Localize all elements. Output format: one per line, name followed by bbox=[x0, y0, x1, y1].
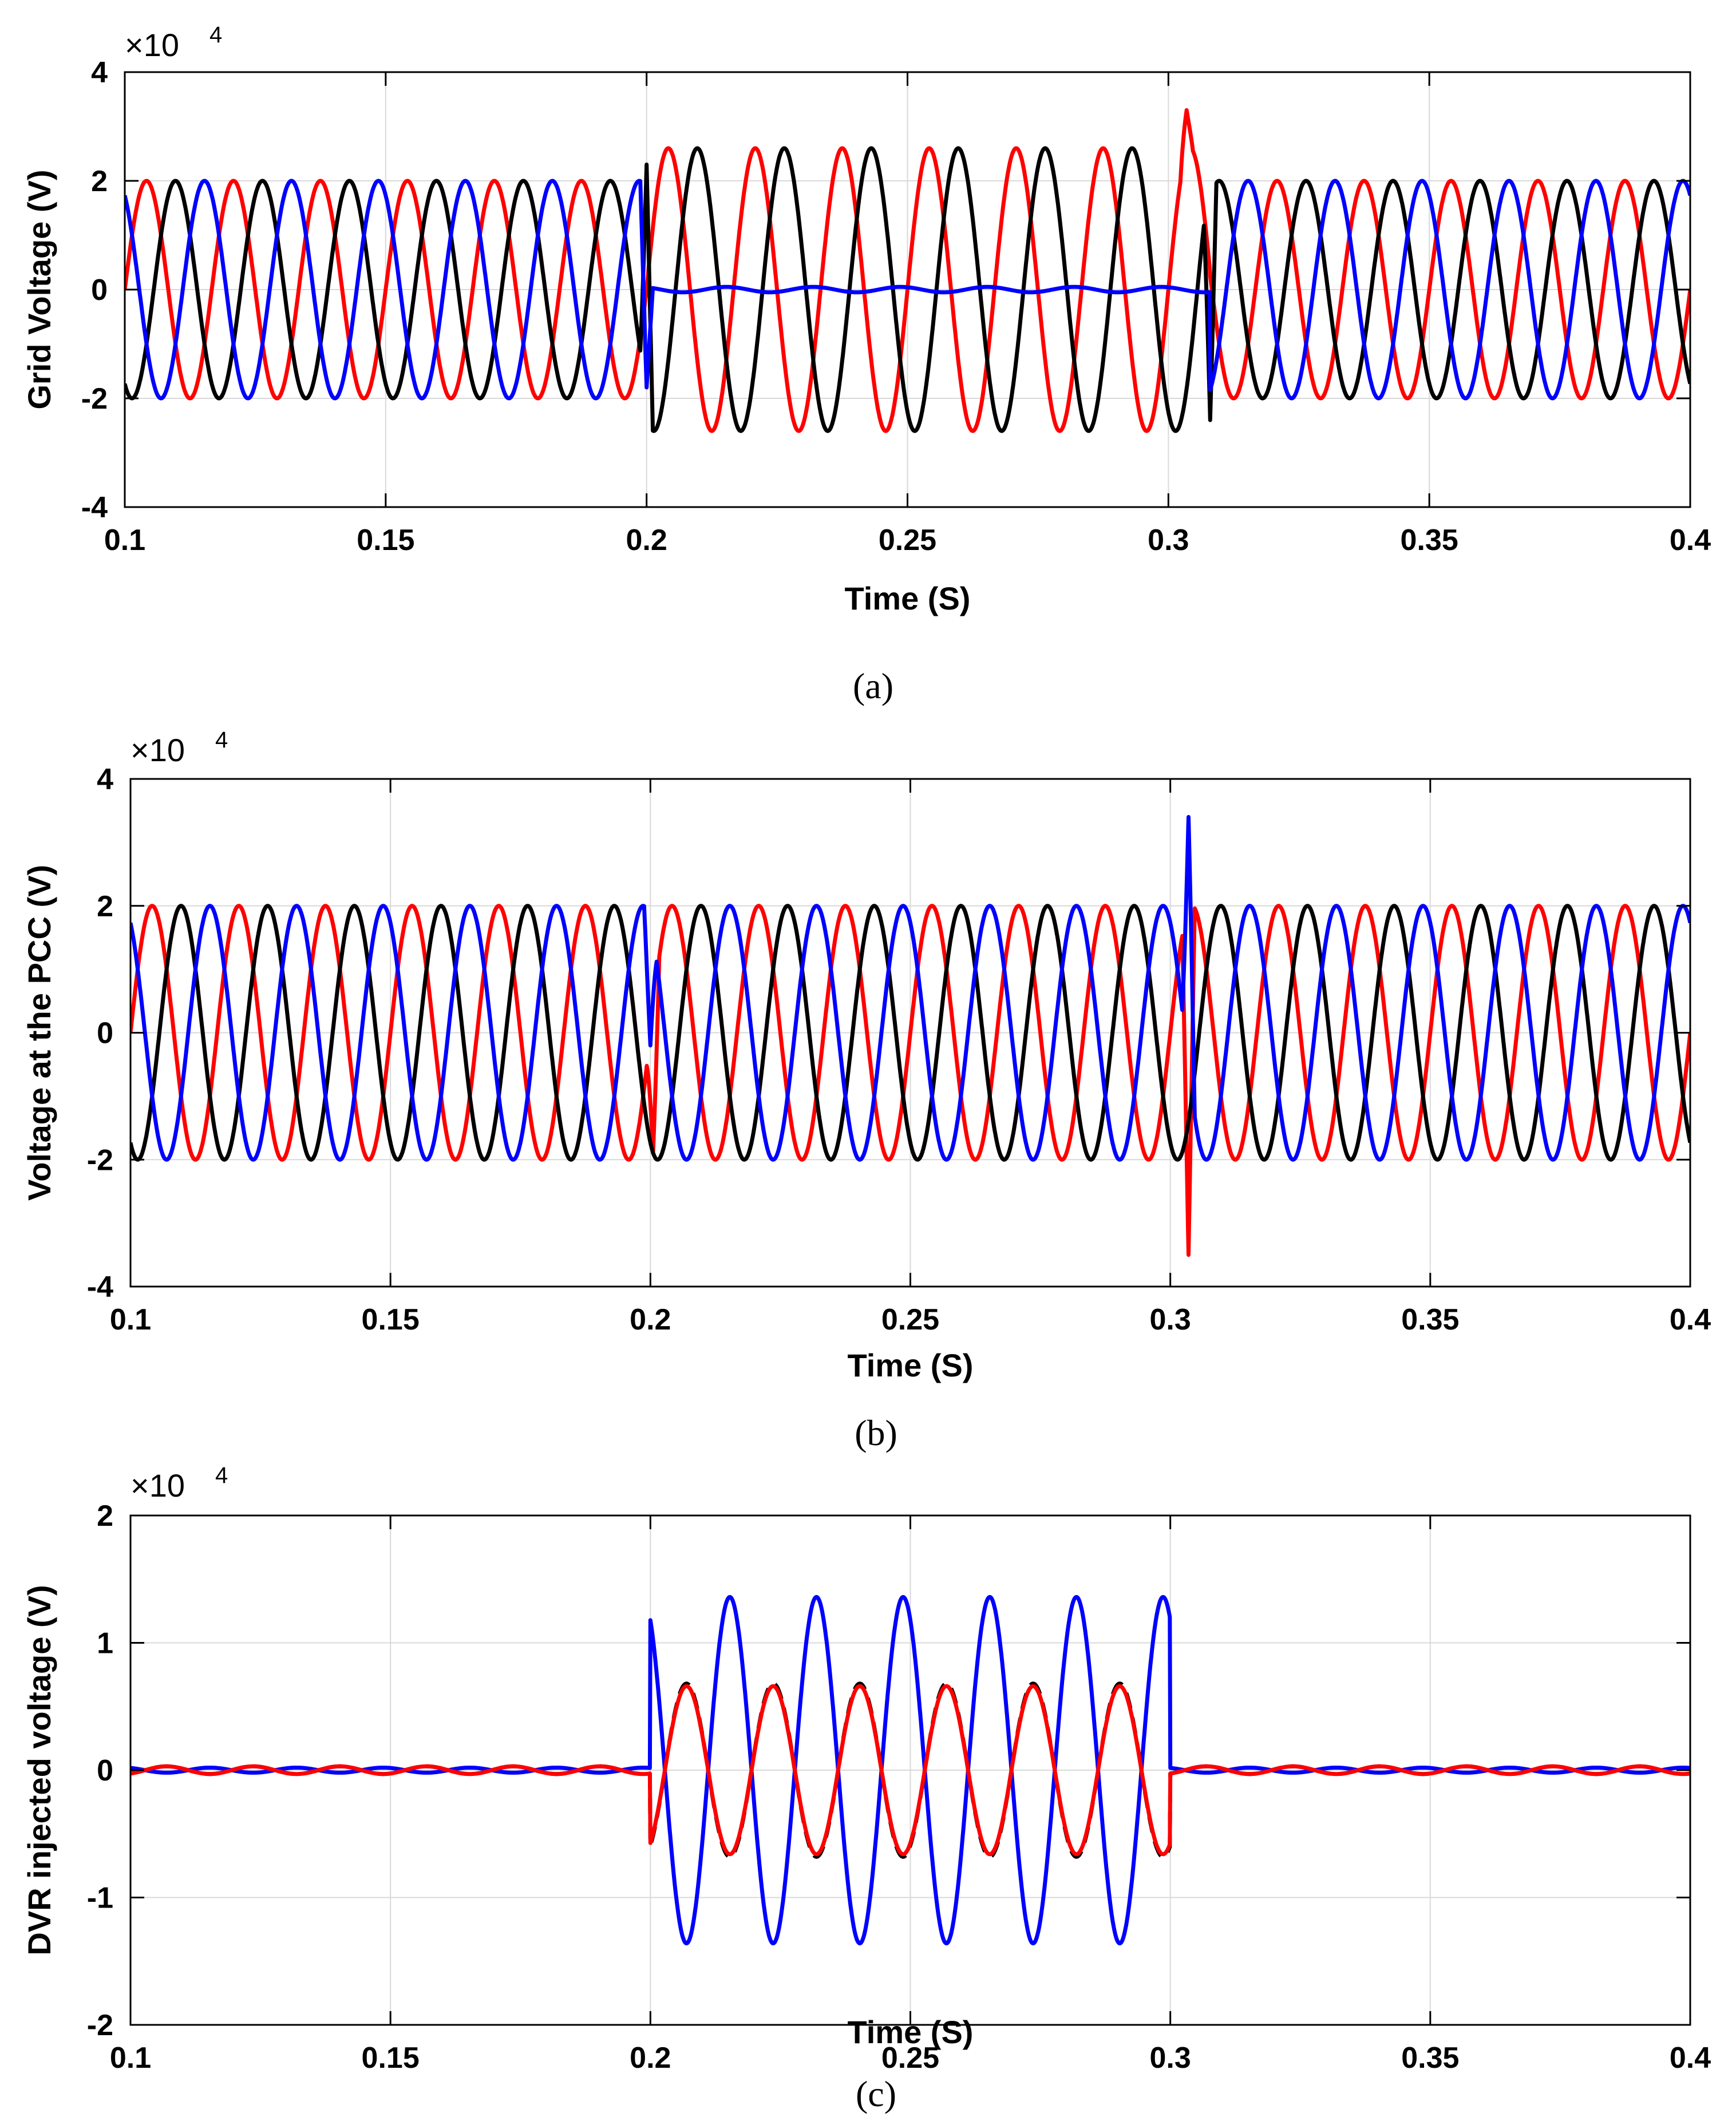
y-tick-label: 2 bbox=[91, 165, 108, 198]
y-tick-label: 1 bbox=[97, 1627, 113, 1660]
x-tick-label: 0.25 bbox=[881, 1303, 939, 1336]
x-tick-label: 0.15 bbox=[362, 1303, 420, 1336]
y-tick-label: 0 bbox=[97, 1017, 113, 1050]
chart-c: 0.1 0.15 0.2 0.25 0.3 0.35 0.4 -2 -1 0 1 2 ×10 4 Time … bbox=[21, 1463, 1711, 2114]
x-tick-label: 0.35 bbox=[1401, 1303, 1459, 1336]
y-multiplier-exponent: 4 bbox=[215, 727, 228, 753]
y-tick-label: 2 bbox=[97, 1499, 113, 1533]
series-line-phase-b bbox=[125, 146, 1690, 433]
y-multiplier: ×10 bbox=[131, 732, 185, 768]
x-tick-label: 0.2 bbox=[630, 1303, 671, 1336]
y-multiplier: ×10 bbox=[131, 1467, 185, 1503]
x-tick-label: 0.1 bbox=[104, 524, 145, 557]
x-tick-label: 0.4 bbox=[1670, 2041, 1711, 2075]
y-tick-label: 0 bbox=[97, 1754, 113, 1787]
y-multiplier: ×10 bbox=[125, 27, 179, 63]
x-tick-label: 0.1 bbox=[110, 1303, 151, 1336]
panel-caption: (c) bbox=[856, 2074, 896, 2114]
y-multiplier-exponent: 4 bbox=[215, 1463, 228, 1488]
x-tick-label: 0.3 bbox=[1148, 524, 1189, 557]
x-tick-label: 0.3 bbox=[1150, 1303, 1191, 1336]
series-line-phase-a bbox=[131, 1684, 1690, 1857]
y-axis-title: DVR injected voltage (V) bbox=[21, 1585, 57, 1955]
chart-a: 0.1 0.15 0.2 0.25 0.3 0.35 0.4 -4 -2 0 2 4 ×10 4 Time … bbox=[21, 22, 1711, 706]
x-tick-label: 0.15 bbox=[362, 2041, 420, 2075]
x-tick-label: 0.25 bbox=[879, 524, 936, 557]
y-tick-label: -4 bbox=[87, 1271, 113, 1304]
x-tick-label: 0.15 bbox=[357, 524, 414, 557]
x-tick-label: 0.35 bbox=[1401, 524, 1458, 557]
y-tick-label: 4 bbox=[97, 763, 113, 796]
y-tick-label: -1 bbox=[87, 1882, 113, 1915]
series-line-phase-a bbox=[125, 108, 1690, 433]
y-multiplier-exponent: 4 bbox=[209, 22, 222, 48]
series-line-phase-c bbox=[131, 815, 1690, 1162]
y-tick-label: 0 bbox=[91, 274, 108, 307]
y-tick-label: 4 bbox=[91, 56, 108, 89]
y-axis-title: Grid Voltage (V) bbox=[21, 170, 57, 410]
y-axis-title: Voltage at the PCC (V) bbox=[21, 865, 57, 1201]
panel-caption: (a) bbox=[853, 666, 893, 706]
y-tick-label: -4 bbox=[81, 491, 108, 524]
x-tick-label: 0.4 bbox=[1670, 1303, 1711, 1336]
series-line-phase-b bbox=[131, 904, 1690, 1162]
x-axis-title: Time (S) bbox=[848, 1347, 974, 1383]
x-tick-label: 0.4 bbox=[1670, 524, 1711, 557]
x-tick-label: 0.25 bbox=[881, 2041, 939, 2075]
x-tick-label: 0.2 bbox=[626, 524, 667, 557]
series-line-phase-a bbox=[131, 904, 1690, 1257]
x-tick-label: 0.1 bbox=[110, 2041, 151, 2075]
y-tick-label: 2 bbox=[97, 890, 113, 923]
chart-b: 0.1 0.15 0.2 0.25 0.3 0.35 0.4 -4 -2 0 2 4 ×10 4 Time … bbox=[21, 727, 1711, 1453]
y-tick-label: -2 bbox=[81, 382, 108, 416]
series-line-phase-c bbox=[131, 1594, 1690, 1946]
x-tick-label: 0.2 bbox=[630, 2041, 671, 2075]
x-axis-title: Time (S) bbox=[845, 580, 971, 616]
panel-caption: (b) bbox=[855, 1412, 897, 1453]
x-axis-title: Time (S) bbox=[848, 2014, 974, 2050]
y-tick-label: -2 bbox=[87, 1143, 113, 1177]
series-line-phase-c bbox=[125, 179, 1690, 401]
x-tick-label: 0.35 bbox=[1401, 2041, 1459, 2075]
y-tick-label: -2 bbox=[87, 2009, 113, 2042]
x-tick-label: 0.3 bbox=[1150, 2041, 1191, 2075]
